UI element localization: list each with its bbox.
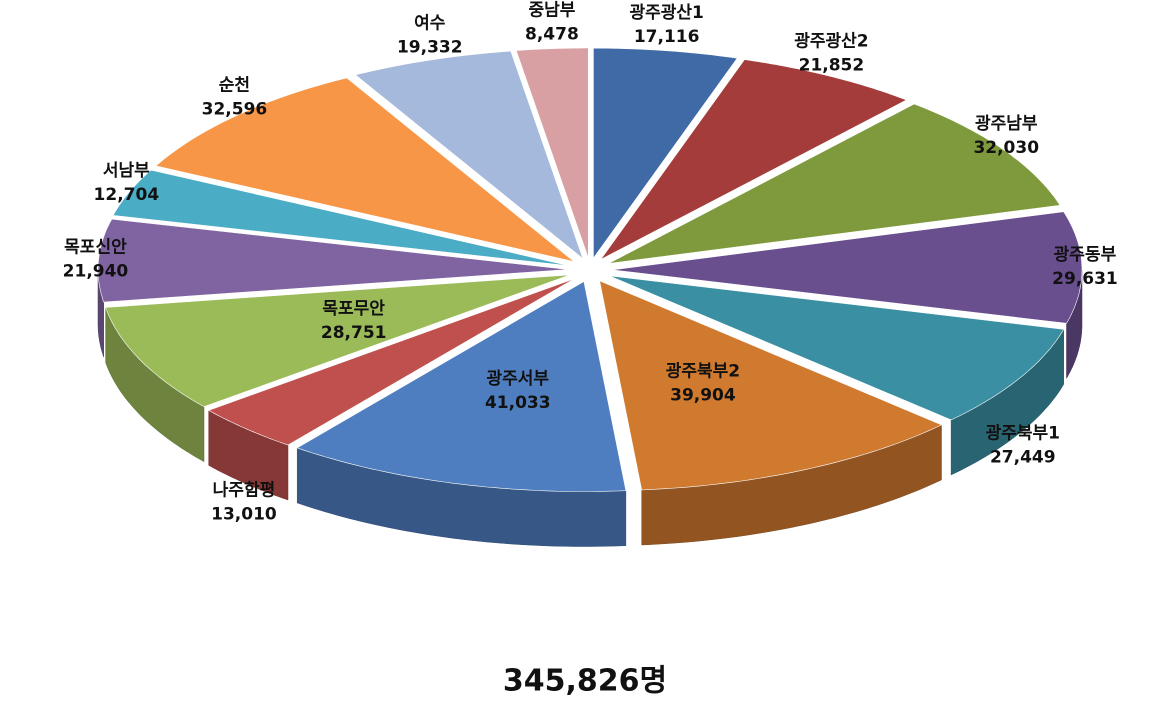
slice-name: 광주북부1: [986, 423, 1060, 443]
slice-name: 광주광산2: [794, 31, 868, 51]
slice-name: 광주광산1: [629, 3, 703, 23]
slice-name: 목포무안: [322, 299, 385, 319]
slice: [611, 211, 1083, 324]
slice-value: 13,010: [211, 504, 277, 524]
slice-value: 21,940: [63, 261, 129, 281]
slice-value: 19,332: [397, 37, 463, 57]
slice-value: 41,033: [485, 393, 551, 413]
slice: [608, 103, 1061, 264]
slice: [354, 50, 584, 260]
slice-value: 32,030: [973, 138, 1039, 158]
slice-name: 광주서부: [486, 369, 549, 389]
slice-name: 여수: [414, 13, 446, 33]
slice-name: 나주함평: [213, 479, 276, 500]
slice-value: 39,904: [670, 385, 736, 405]
slice-value: 21,852: [799, 55, 865, 75]
labels: 광주광산1 17,116 광주광산2 21,852 광주남부 32,030 광주동부 29,6…: [63, 1, 1118, 525]
slice-name: 서남부: [103, 161, 150, 181]
slice: [593, 47, 738, 260]
slice: [207, 278, 575, 446]
slice-value: 28,751: [321, 323, 387, 343]
slice: [515, 47, 589, 259]
slice-name: 광주동부: [1054, 245, 1117, 265]
slice-value: 32,596: [202, 99, 268, 119]
slice: [112, 169, 570, 267]
slice: [599, 280, 943, 491]
slice: [97, 218, 569, 303]
slice: [296, 281, 627, 492]
slice-name: 광주남부: [975, 114, 1038, 134]
slice: [105, 274, 571, 408]
slice-name: 광주북부2: [666, 361, 740, 381]
slice: [609, 275, 1065, 421]
pie: [97, 47, 1083, 547]
slice-name: 목포신안: [64, 237, 127, 257]
slice-value: 8,478: [525, 25, 579, 45]
slice-value: 29,631: [1052, 269, 1118, 289]
total-label: 345,826명: [503, 664, 667, 699]
slice-value: 17,116: [634, 27, 700, 47]
slice-name: 순천: [219, 75, 250, 95]
slice: [155, 77, 575, 262]
slice-value: 12,704: [94, 185, 160, 205]
slice-name: 중남부: [528, 1, 575, 21]
slice-value: 27,449: [990, 447, 1056, 467]
slice: [600, 59, 908, 260]
